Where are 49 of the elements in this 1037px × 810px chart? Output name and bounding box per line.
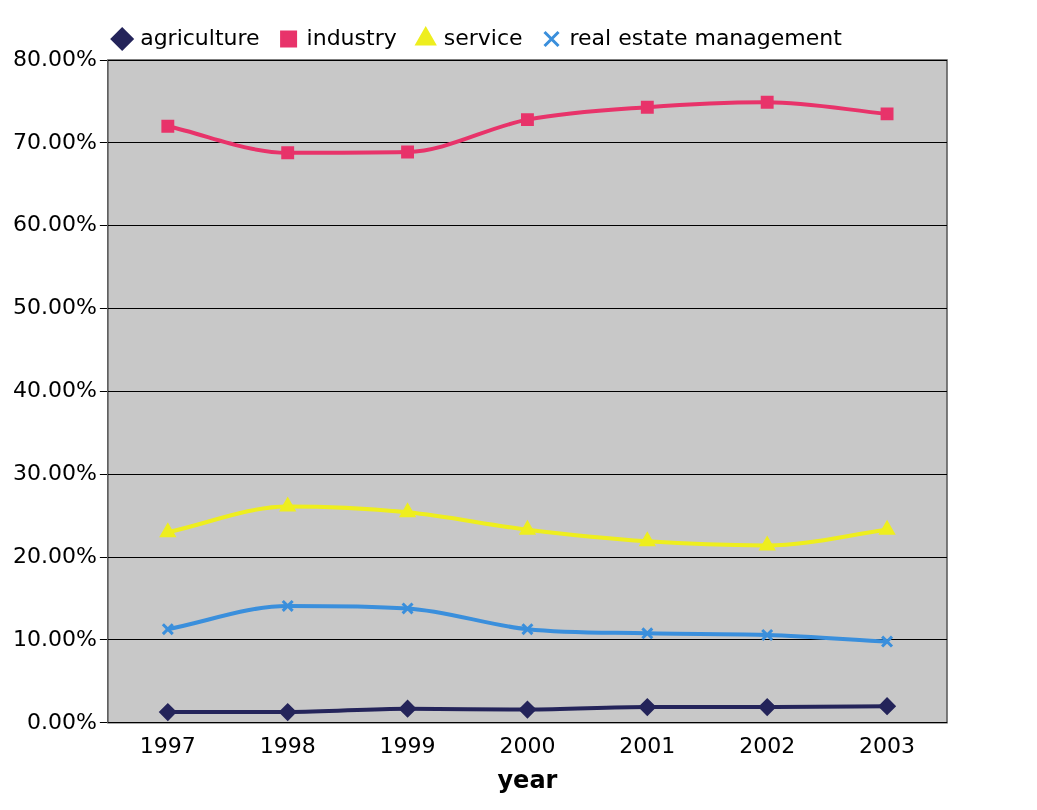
point (878, 697, 896, 715)
x-axis-title: year (497, 765, 558, 794)
legend-label: industry (306, 24, 397, 50)
legend-label: real estate management (569, 24, 843, 50)
y-tick-label: 10.00% (13, 625, 97, 651)
point (520, 113, 534, 127)
y-tick-label: 40.00% (13, 377, 97, 403)
x-tick-label: 1997 (139, 732, 196, 758)
y-tick-label: 70.00% (13, 128, 97, 154)
point (640, 100, 654, 114)
x-tick-label: 2000 (499, 732, 556, 758)
point (279, 703, 297, 721)
point (518, 701, 536, 719)
point (280, 498, 296, 512)
point (879, 521, 895, 535)
point (160, 523, 176, 538)
point (760, 628, 774, 642)
point (401, 602, 415, 615)
point (281, 599, 295, 613)
point (281, 146, 295, 160)
point (161, 622, 175, 636)
y-tick-label: 50.00% (13, 294, 97, 320)
point (161, 119, 175, 133)
y-tick-label: 80.00% (13, 45, 97, 71)
y-tick-label: 0.00% (27, 708, 97, 734)
point (519, 521, 536, 535)
y-tick-label: 20.00% (13, 542, 97, 568)
x-tick-label: 2001 (619, 732, 676, 758)
y-tick-label: 30.00% (13, 459, 97, 485)
legend-label: service (443, 24, 523, 50)
point (880, 107, 894, 121)
point (159, 703, 177, 721)
point (638, 698, 656, 716)
point (639, 532, 655, 547)
point (880, 635, 894, 649)
legend-label: agriculture (140, 24, 260, 50)
point (640, 626, 654, 640)
y-tick-label: 60.00% (13, 211, 97, 237)
point (399, 700, 417, 718)
point (400, 503, 416, 518)
point (401, 145, 415, 159)
point (759, 537, 775, 551)
x-tick-label: 1998 (259, 732, 316, 758)
point (758, 698, 776, 716)
x-tick-label: 2003 (859, 732, 916, 758)
x-tick-label: 1999 (379, 732, 436, 758)
point (760, 95, 774, 109)
point (520, 622, 534, 636)
x-tick-label: 2002 (739, 732, 796, 758)
